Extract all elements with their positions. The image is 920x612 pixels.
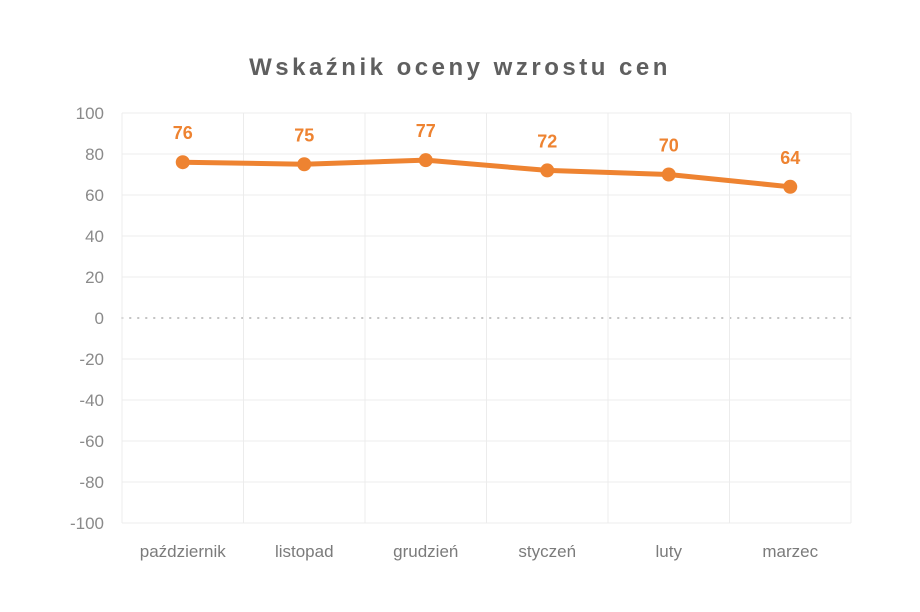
y-axis-tick-label: 20 (85, 268, 104, 287)
data-point-label: 70 (659, 136, 679, 156)
x-axis-tick-label: luty (656, 542, 683, 561)
data-point-marker (297, 157, 312, 172)
data-point-marker (661, 167, 676, 182)
y-axis-tick-label: -80 (79, 473, 104, 492)
y-axis-tick-label: 100 (76, 104, 104, 123)
y-axis-tick-label: -40 (79, 391, 104, 410)
x-axis-tick-label: październik (140, 542, 226, 561)
y-axis-tick-label: 40 (85, 227, 104, 246)
data-point-label: 76 (173, 123, 193, 143)
series-line (180, 157, 793, 190)
chart-title: Wskaźnik oceny wzrostu cen (249, 54, 671, 81)
y-axis-tick-label: 60 (85, 186, 104, 205)
data-point-marker (783, 179, 798, 194)
x-axis-tick-label: marzec (762, 542, 818, 561)
y-axis-tick-label: 80 (85, 145, 104, 164)
x-axis-tick-label: styczeń (518, 542, 576, 561)
data-point-label: 64 (780, 148, 800, 168)
y-axis-tick-label: -60 (79, 432, 104, 451)
data-point-label: 72 (537, 131, 557, 151)
data-point-marker (418, 153, 433, 168)
y-axis-tick-label: 0 (95, 309, 104, 328)
data-point-label: 75 (294, 125, 314, 145)
y-axis-tick-label: -100 (70, 514, 104, 533)
x-axis-tick-label: listopad (275, 542, 334, 561)
x-axis-tick-label: grudzień (393, 542, 458, 561)
data-point-marker (540, 163, 555, 178)
data-point-marker (175, 155, 190, 170)
data-point-label: 77 (416, 121, 436, 141)
y-axis-tick-label: -20 (79, 350, 104, 369)
